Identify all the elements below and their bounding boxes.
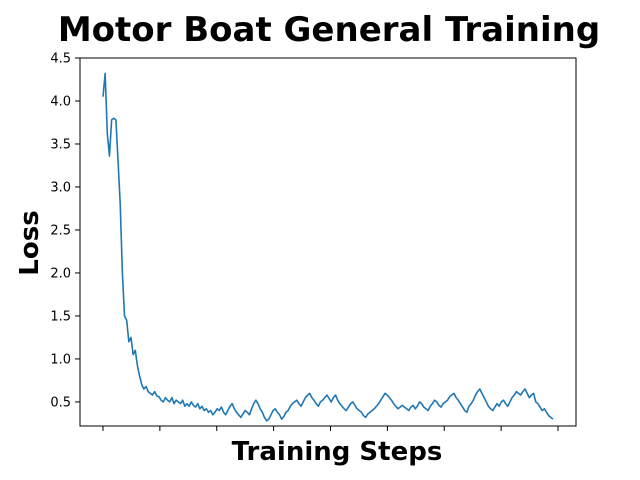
y-tick-label: 0.5 <box>50 395 71 410</box>
series-line-loss <box>102 72 554 422</box>
y-tick-label: 2.0 <box>50 266 71 281</box>
y-tick-label: 1.5 <box>50 309 71 324</box>
y-tick-label: 3.5 <box>50 137 71 152</box>
y-axis-label: Loss <box>15 210 45 275</box>
y-axis: 0.5 1.0 1.5 2.0 2.5 3.0 3.5 4.0 4.5 <box>50 52 80 410</box>
plot-area: 0.5 1.0 1.5 2.0 2.5 3.0 3.5 4.0 4.5 <box>50 52 577 431</box>
plot-frame <box>79 57 577 427</box>
chart-title: Motor Boat General Training <box>58 10 600 50</box>
x-axis-label: Training Steps <box>232 437 443 467</box>
y-tick-label: 3.0 <box>50 180 71 195</box>
y-tick-label: 2.5 <box>50 223 71 238</box>
y-tick-label: 4.5 <box>50 52 71 67</box>
y-tick-label: 1.0 <box>50 352 71 367</box>
y-tick-label: 4.0 <box>50 94 71 109</box>
x-axis <box>102 426 559 431</box>
